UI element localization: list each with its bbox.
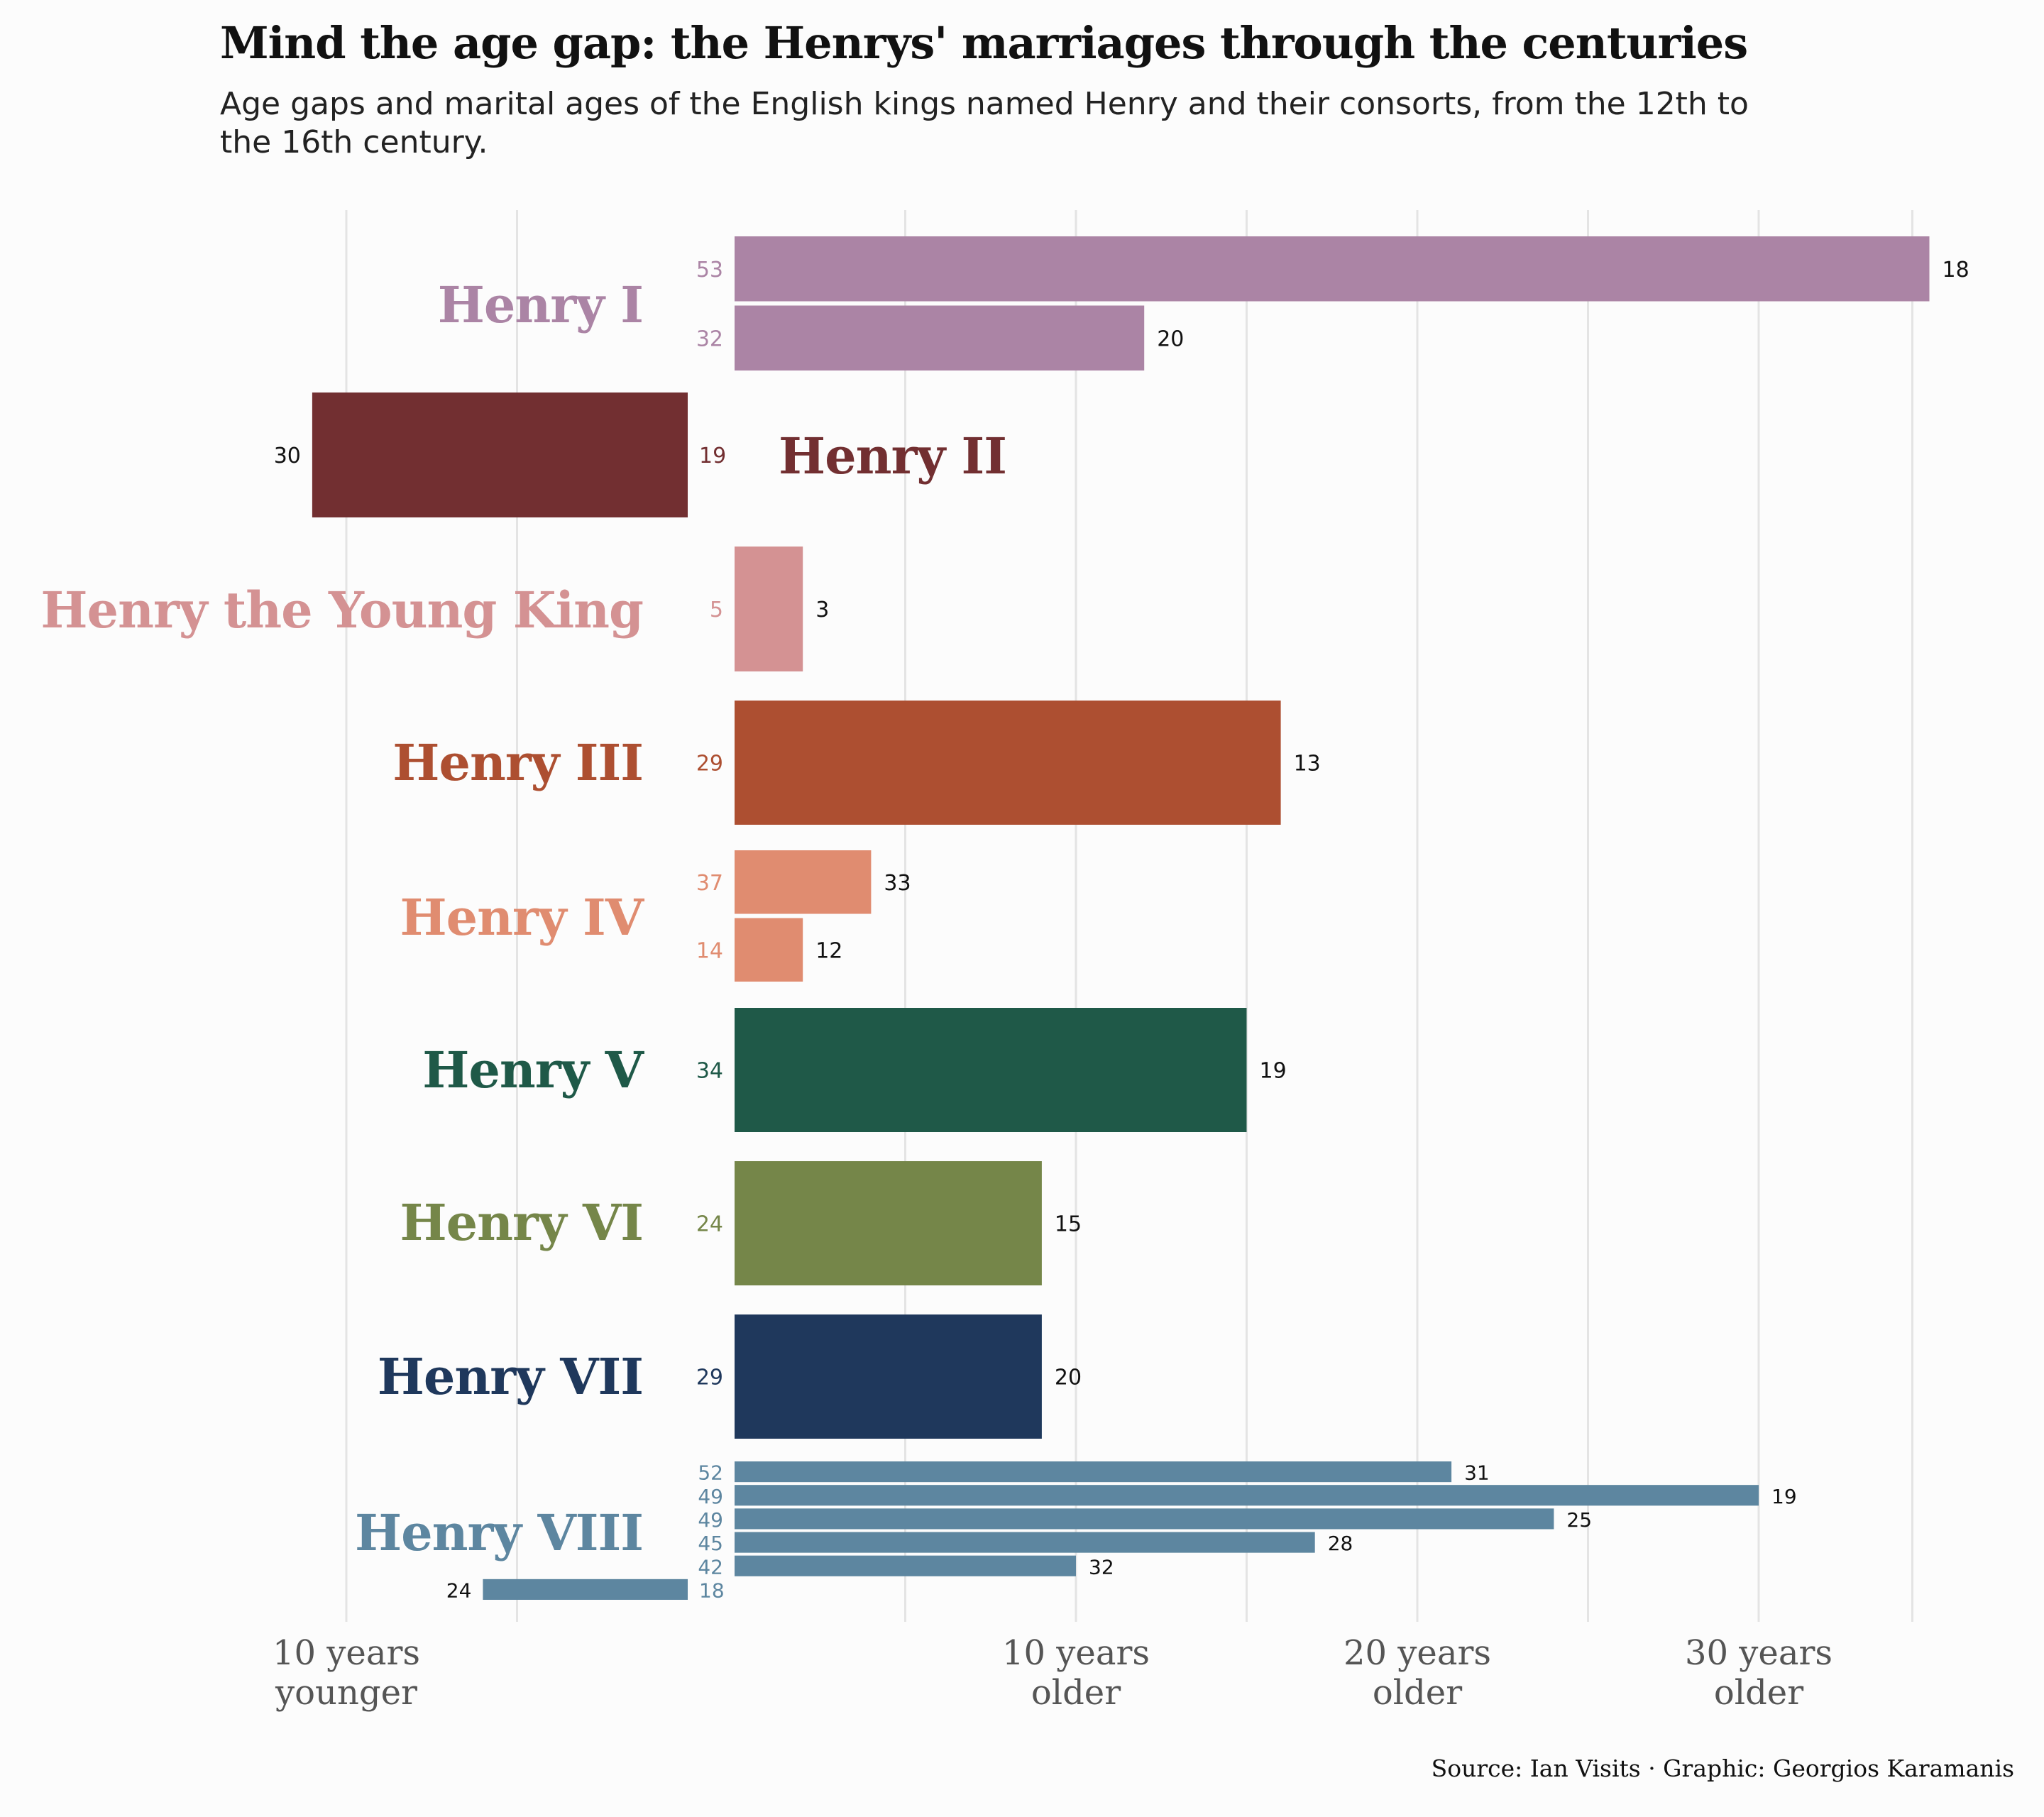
king-name-label: Henry VIII — [355, 1503, 643, 1562]
age-gap-bar — [735, 305, 1145, 370]
consort-age-label: 24 — [446, 1579, 472, 1602]
x-tick-label-line: younger — [275, 1673, 417, 1713]
consort-age-label: 15 — [1055, 1212, 1082, 1237]
consort-age-label: 32 — [1089, 1555, 1114, 1579]
source-caption: Source: Ian Visits · Graphic: Georgios K… — [1431, 1755, 2014, 1782]
consort-age-label: 12 — [815, 938, 842, 963]
age-gap-bar — [735, 1161, 1042, 1285]
consort-age-label: 25 — [1566, 1508, 1592, 1532]
consort-age-label: 19 — [1771, 1485, 1797, 1508]
age-gap-bar — [735, 236, 1930, 302]
x-tick-label-line: older — [1714, 1673, 1803, 1713]
age-gap-bar — [735, 918, 803, 982]
king-name-label: Henry V — [422, 1041, 644, 1099]
bar-layer — [312, 236, 1930, 1600]
king-age-label: 49 — [698, 1485, 723, 1508]
chart-title: Mind the age gap: the Henrys' marriages … — [220, 17, 1748, 69]
king-age-label: 42 — [698, 1555, 723, 1579]
king-age-label: 53 — [696, 258, 723, 282]
king-name-label: Henry II — [779, 427, 1006, 485]
king-age-label: 24 — [696, 1212, 723, 1237]
age-gap-bar — [735, 1508, 1554, 1530]
age-gap-bar — [735, 1461, 1452, 1483]
king-age-label: 5 — [710, 598, 723, 622]
x-tick-label: 10 years older — [1002, 1633, 1150, 1713]
consort-age-label: 3 — [815, 598, 829, 622]
king-age-label: 32 — [696, 326, 723, 351]
age-gap-bar — [735, 1485, 1759, 1506]
king-age-label: 18 — [699, 1579, 725, 1602]
age-gap-bar — [312, 393, 688, 517]
consort-age-label: 20 — [1055, 1366, 1082, 1390]
x-tick-label: 10 years younger — [273, 1633, 420, 1713]
king-age-label: 52 — [698, 1461, 723, 1485]
king-age-label: 29 — [696, 752, 723, 776]
x-tick-label-line: 10 years — [1002, 1633, 1150, 1673]
consort-age-label: 33 — [884, 871, 911, 896]
king-age-label: 29 — [696, 1366, 723, 1390]
x-tick-label-line: 30 years — [1685, 1633, 1833, 1673]
x-tick-label-line: 20 years — [1344, 1633, 1491, 1673]
chart-subtitle: Age gaps and marital ages of the English… — [220, 86, 1749, 160]
king-age-label: 37 — [696, 871, 723, 896]
consort-age-label: 30 — [274, 444, 301, 468]
king-age-label: 45 — [698, 1532, 723, 1555]
x-tick-label-line: 10 years — [273, 1633, 420, 1673]
age-gap-bar — [735, 1314, 1042, 1439]
king-name-label: Henry IV — [400, 888, 644, 947]
x-tick-label-line: older — [1373, 1673, 1462, 1713]
age-gap-bar — [735, 1008, 1247, 1132]
king-name-label: Henry the Young King — [40, 581, 643, 639]
king-age-label: 49 — [698, 1508, 723, 1532]
x-tick-label: 30 years older — [1685, 1633, 1833, 1713]
consort-age-label: 13 — [1294, 752, 1321, 776]
consort-age-label: 31 — [1464, 1461, 1490, 1485]
king-name-label: Henry I — [438, 275, 643, 334]
age-gap-bar — [483, 1579, 688, 1600]
consort-age-label: 18 — [1943, 258, 1969, 282]
consort-age-label: 19 — [1260, 1059, 1287, 1084]
age-gap-bar — [735, 1555, 1076, 1576]
king-name-label: Henry VII — [378, 1347, 643, 1406]
age-gap-bar — [735, 547, 803, 671]
king-age-label: 19 — [699, 444, 726, 468]
age-gap-bar — [735, 1532, 1315, 1553]
king-age-label: 34 — [696, 1059, 723, 1084]
x-tick-label: 20 years older — [1344, 1633, 1491, 1713]
age-gap-bar — [735, 850, 872, 914]
x-tick-label-line: older — [1031, 1673, 1121, 1713]
king-age-label: 14 — [696, 938, 723, 963]
consort-age-label: 20 — [1157, 326, 1184, 351]
age-gap-bar — [735, 701, 1281, 825]
king-name-label: Henry III — [392, 733, 643, 792]
king-name-label: Henry VI — [400, 1193, 643, 1252]
consort-age-label: 28 — [1328, 1532, 1353, 1555]
